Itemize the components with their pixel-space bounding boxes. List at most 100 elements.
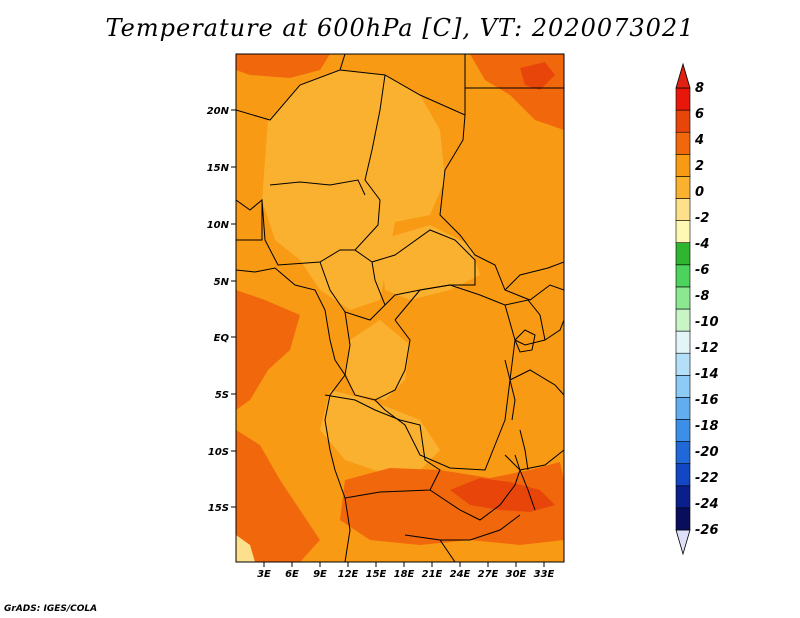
lat-tick-label: 5S	[215, 390, 229, 401]
lon-tick: 9E	[313, 562, 327, 580]
colorbar-label: -10	[695, 315, 719, 330]
colorbar-label: -6	[695, 263, 709, 278]
lon-tick: 6E	[285, 562, 299, 580]
colorbar-label: -14	[695, 367, 719, 382]
lon-tick: 15E	[366, 562, 387, 580]
colorbar: 8 6 4 2 0 -2 -4 -6 -8 -10 -12 -14 -16 -1…	[675, 62, 719, 556]
lake-tanganyika	[504, 359, 516, 421]
temperature-field	[236, 54, 564, 562]
field-south-light	[320, 390, 440, 472]
colorbar-label: -20	[695, 445, 719, 460]
colorbar-label: -26	[695, 523, 719, 538]
lake-victoria	[514, 329, 536, 353]
lat-tick: 5N	[214, 277, 236, 288]
colorbar-arrow-bottom	[675, 529, 691, 556]
lon-tick: 24E	[450, 562, 471, 580]
colorbar-swatch	[675, 198, 691, 221]
colorbar-swatch	[675, 352, 691, 376]
colorbar-label: 4	[694, 133, 704, 148]
colorbar-swatch	[675, 154, 691, 177]
lat-tick: 15S	[208, 503, 236, 514]
border-libya	[339, 54, 466, 116]
country-borders	[236, 54, 564, 562]
colorbar-swatch	[675, 242, 691, 266]
lat-tick-label: 10S	[208, 447, 229, 458]
lat-tick: 20N	[207, 106, 236, 117]
lon-axis: 3E 6E 9E 12E 15E 18E 21E 24E 27E 30E 33E	[257, 562, 555, 580]
colorbar-label: -16	[695, 393, 719, 408]
colorbar-swatch	[675, 397, 691, 420]
lat-tick-label: 15N	[207, 163, 230, 174]
colorbar-swatch	[675, 109, 691, 133]
lat-tick: 5S	[215, 390, 236, 401]
lon-tick-label: 18E	[394, 569, 415, 580]
lat-tick: 15N	[207, 163, 236, 174]
colorbar-swatch	[675, 131, 691, 155]
border-maghreb	[236, 54, 346, 121]
field-west-dark	[236, 290, 300, 410]
colorbar-swatch	[675, 330, 691, 354]
field-south-red	[450, 478, 555, 512]
colorbar-swatch	[675, 374, 691, 398]
colorbar-arrow-top	[675, 62, 691, 89]
field-southwest-pale	[236, 535, 255, 562]
border-malawi	[514, 454, 536, 511]
lat-tick-label: 5N	[214, 277, 230, 288]
colorbar-label: -8	[695, 289, 709, 304]
border-namibia	[344, 497, 351, 562]
border-uganda	[504, 299, 546, 346]
lon-tick: 3E	[257, 562, 271, 580]
border-cameroon	[319, 261, 386, 321]
border-west-africa	[236, 198, 263, 241]
lake-malawi	[519, 429, 529, 471]
border-nigeria	[261, 199, 355, 266]
lat-tick-label: 10N	[207, 220, 230, 231]
border-mozambique	[519, 449, 564, 471]
border-drc	[374, 284, 516, 471]
border-coast-west	[236, 267, 346, 499]
colorbar-swatch	[675, 308, 691, 332]
colorbar-swatch	[675, 507, 691, 531]
border-sudan	[439, 114, 564, 301]
colorbar-label: 8	[695, 81, 704, 96]
border-tanzania	[509, 369, 564, 396]
lon-tick-label: 12E	[338, 569, 359, 580]
lon-tick-label: 9E	[313, 569, 327, 580]
colorbar-label: -12	[695, 341, 719, 356]
chart-title: Temperature at 600hPa [C], VT: 202007302…	[105, 14, 695, 42]
colorbar-label: -18	[695, 419, 719, 434]
border-niger	[269, 179, 366, 196]
lon-tick-label: 27E	[478, 569, 499, 580]
border-car	[371, 229, 476, 306]
lat-tick: EQ	[214, 333, 236, 344]
lat-tick-label: EQ	[214, 333, 230, 344]
lat-tick: 10S	[208, 447, 236, 458]
border-chad	[354, 74, 386, 263]
lon-tick: 30E	[506, 562, 527, 580]
lon-tick: 18E	[394, 562, 415, 580]
border-botswana	[404, 534, 456, 562]
colorbar-swatch	[675, 87, 691, 111]
border-kenya	[544, 319, 564, 341]
lon-tick: 12E	[338, 562, 359, 580]
colorbar-swatch	[675, 485, 691, 509]
field-southwest-dark	[236, 430, 320, 562]
colorbar-swatch	[675, 419, 691, 442]
field-north-dark	[236, 54, 330, 78]
lon-tick-label: 21E	[422, 569, 443, 580]
map-frame	[235, 53, 565, 563]
grads-credit: GrADS: IGES/COLA	[4, 604, 98, 614]
field-central-light	[380, 225, 480, 300]
border-angola	[324, 394, 441, 499]
lon-tick: 21E	[422, 562, 443, 580]
colorbar-swatch	[675, 441, 691, 465]
lon-tick-label: 6E	[285, 569, 299, 580]
lon-tick-label: 30E	[506, 569, 527, 580]
border-ethiopia	[504, 261, 564, 291]
colorbar-swatch	[675, 220, 691, 244]
lat-tick: 10N	[207, 220, 236, 231]
colorbar-label: 0	[695, 185, 704, 200]
colorbar-swatch	[675, 463, 691, 487]
lon-tick-label: 24E	[450, 569, 471, 580]
